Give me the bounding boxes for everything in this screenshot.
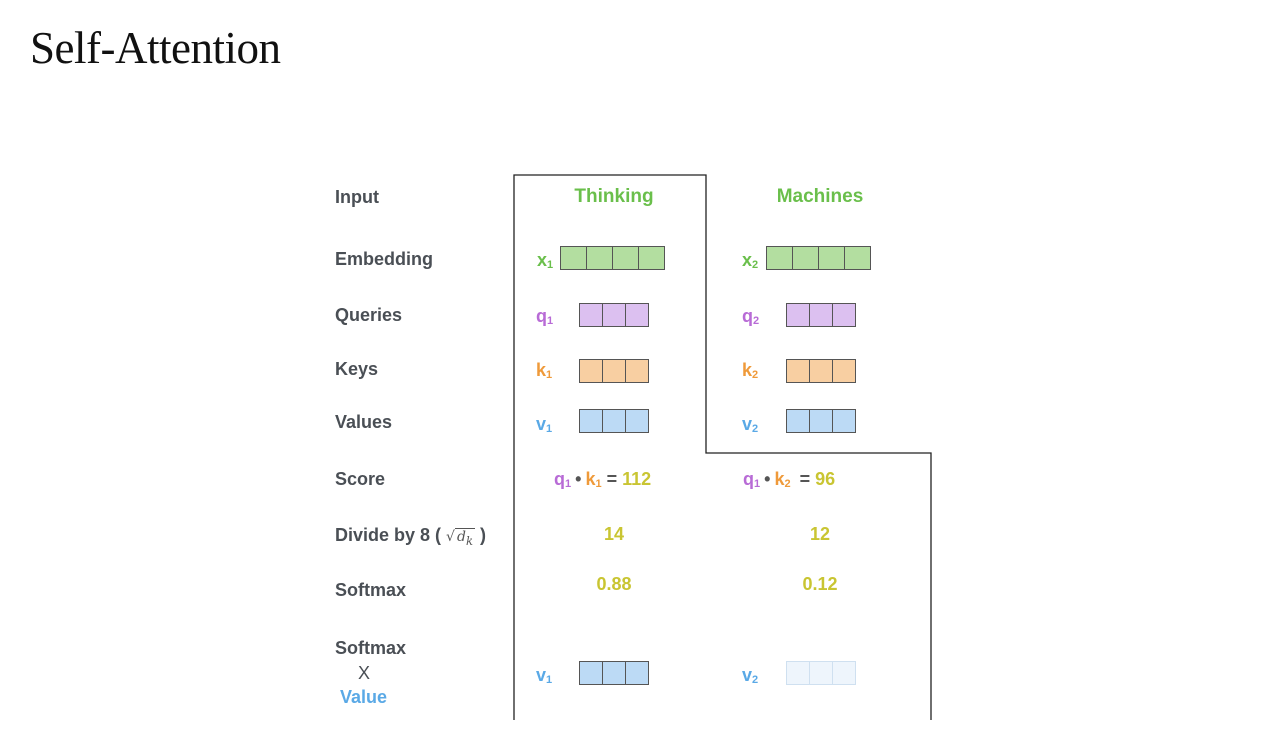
vector-weighted-v1 xyxy=(579,661,649,685)
vector-q1 xyxy=(579,303,649,327)
vector-q2 xyxy=(786,303,856,327)
symbol-v2: v2 xyxy=(742,414,759,435)
word-machines: Machines xyxy=(776,186,864,207)
sqrt-dk-symbol: √ dk xyxy=(446,528,476,548)
symbol-x1: x1 xyxy=(537,250,554,271)
softmax-1: 0.88 xyxy=(596,574,632,594)
symbol-k1: k1 xyxy=(536,360,553,381)
label-softmax-value-3: Value xyxy=(340,687,388,707)
label-queries: Queries xyxy=(335,305,403,325)
page-title: Self-Attention xyxy=(30,23,281,73)
vector-x2 xyxy=(766,246,871,270)
symbol-v1: v1 xyxy=(536,414,553,435)
symbol-q1: q1 xyxy=(536,306,554,327)
sqrt-d: d xyxy=(456,529,466,545)
label-score: Score xyxy=(335,469,386,489)
score-2-value: 96 xyxy=(815,469,836,489)
symbol-x2: x2 xyxy=(742,250,759,271)
vector-x1 xyxy=(560,246,665,270)
vector-v2 xyxy=(786,409,856,433)
label-embedding: Embedding xyxy=(335,249,433,269)
score-1-value: 112 xyxy=(622,469,652,489)
label-softmax-value-1: Softmax xyxy=(335,638,407,658)
symbol-weighted-v2: v2 xyxy=(742,665,759,686)
score-1: q1 • k1 = 112 xyxy=(554,469,652,490)
divide-1: 14 xyxy=(603,524,625,544)
label-softmax-value-2: X xyxy=(358,663,371,683)
symbol-weighted-v1: v1 xyxy=(536,665,553,686)
symbol-k2: k2 xyxy=(742,360,759,381)
vector-v1 xyxy=(579,409,649,433)
label-values: Values xyxy=(335,412,393,432)
softmax-2: 0.12 xyxy=(802,574,838,594)
label-divide: Divide by 8 ( √ dk ) xyxy=(335,525,486,548)
vector-k1 xyxy=(579,359,649,383)
word-thinking: Thinking xyxy=(574,186,654,207)
score-2: q1 • k2 = 96 xyxy=(743,469,836,490)
symbol-q2: q2 xyxy=(742,306,760,327)
vector-k2 xyxy=(786,359,856,383)
sqrt-k: k xyxy=(465,533,474,548)
label-divide-close: ) xyxy=(480,525,487,545)
vector-weighted-v2 xyxy=(786,661,856,685)
label-input: Input xyxy=(335,187,379,207)
divide-2: 12 xyxy=(809,524,831,544)
label-softmax: Softmax xyxy=(335,580,407,600)
label-divide-text: Divide by 8 ( xyxy=(335,525,442,545)
label-keys: Keys xyxy=(335,359,379,379)
